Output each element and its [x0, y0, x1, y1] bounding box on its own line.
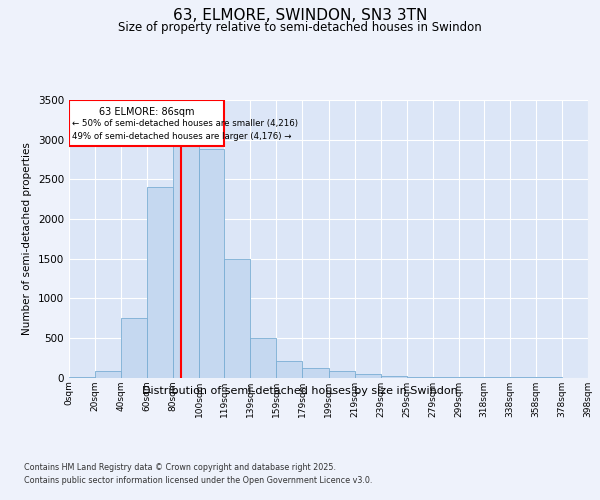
- Bar: [302, 368, 329, 378]
- Bar: [224, 260, 250, 378]
- Text: Contains public sector information licensed under the Open Government Licence v3: Contains public sector information licen…: [24, 476, 373, 485]
- Bar: [199, 149, 224, 378]
- Bar: [147, 187, 173, 378]
- Text: ← 50% of semi-detached houses are smaller (4,216): ← 50% of semi-detached houses are smalle…: [71, 120, 298, 128]
- Text: 49% of semi-detached houses are larger (4,176) →: 49% of semi-detached houses are larger (…: [71, 132, 291, 141]
- Y-axis label: Number of semi-detached properties: Number of semi-detached properties: [22, 142, 32, 335]
- Text: Size of property relative to semi-detached houses in Swindon: Size of property relative to semi-detach…: [118, 21, 482, 34]
- Text: Distribution of semi-detached houses by size in Swindon: Distribution of semi-detached houses by …: [142, 386, 458, 396]
- Bar: [407, 376, 433, 378]
- Bar: [329, 371, 355, 378]
- Bar: [380, 376, 407, 378]
- Bar: [121, 318, 147, 378]
- Text: 63, ELMORE, SWINDON, SN3 3TN: 63, ELMORE, SWINDON, SN3 3TN: [173, 8, 427, 22]
- Text: 63 ELMORE: 86sqm: 63 ELMORE: 86sqm: [99, 107, 194, 117]
- Bar: [95, 371, 121, 378]
- Bar: [355, 374, 380, 378]
- Text: Contains HM Land Registry data © Crown copyright and database right 2025.: Contains HM Land Registry data © Crown c…: [24, 462, 336, 471]
- Bar: [277, 361, 302, 378]
- Bar: [69, 100, 224, 146]
- Bar: [173, 140, 199, 378]
- Bar: [250, 338, 277, 378]
